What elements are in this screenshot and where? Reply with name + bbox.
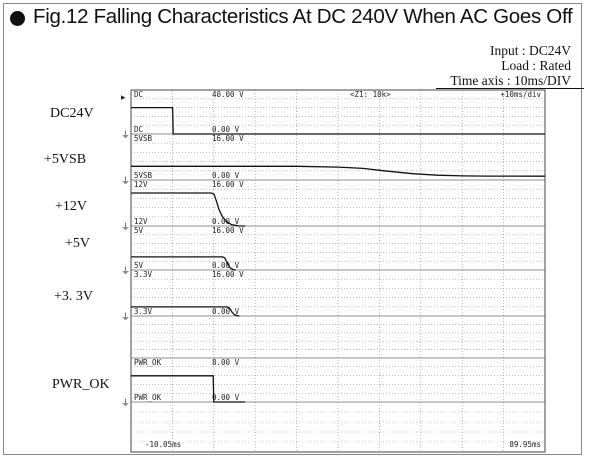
scope-header-timebase: +10ms/div (500, 90, 541, 99)
channel-full-scale-label: 8.00 V (212, 358, 240, 367)
channel-zero-tag: 5V (134, 261, 144, 270)
channel-zero-label: 0.00 V (212, 171, 240, 180)
condition-load: Load : Rated (501, 58, 571, 73)
condition-time-axis: Time axis : 10ms/DIV (450, 73, 571, 88)
scope-header-zoom: <Z1: 10k> (350, 90, 391, 99)
channel-zero-tag: 3.3V (134, 307, 153, 316)
channel-zero-tag: 12V (134, 217, 148, 226)
channel-full-scale-label: 16.00 V (212, 134, 244, 143)
channel-tag: 5V (134, 226, 144, 235)
figure-frame (3, 3, 582, 455)
trace-line (131, 306, 240, 317)
figure-title: Fig.12 Falling Characteristics At DC 240… (33, 5, 573, 28)
channel-zero-label: 0.00 V (212, 393, 240, 402)
ground-marker-icon: ⏚ (121, 398, 130, 409)
trace-line (131, 192, 246, 227)
channel-full-scale-label: 40.00 V (212, 90, 244, 99)
channel-full-scale-label: 16.00 V (212, 226, 244, 235)
ground-marker-icon: ⏚ (121, 222, 130, 233)
channel-zero-tag: PWR_OK (134, 393, 162, 402)
signal-label-5v: +5V (65, 236, 91, 251)
signal-label-pwr-ok: PWR_OK (52, 377, 110, 392)
condition-input: Input : DC24V (490, 43, 571, 58)
channel-full-scale-label: 16.00 V (212, 270, 244, 279)
channel-tag: 12V (134, 180, 148, 189)
channel-tag: 5VSB (134, 134, 153, 143)
channel-zero-label: 0.00 V (212, 261, 240, 270)
trace-line (131, 165, 546, 177)
channel-tag: PWR_OK (134, 358, 162, 367)
trace-line (131, 375, 246, 403)
ground-marker-icon: ⏚ (121, 266, 130, 277)
bullet-icon (10, 11, 25, 26)
signal-label-12v: +12V (55, 199, 88, 214)
channel-tag: 3.3V (134, 270, 153, 279)
trigger-marker-icon: ▸ (121, 93, 126, 103)
time-axis-start-label: -10.05ms (145, 440, 181, 449)
ground-marker-icon: ⏚ (121, 312, 130, 323)
channel-full-scale-label: 16.00 V (212, 180, 244, 189)
time-axis-end-label: 89.95ms (509, 440, 541, 449)
conditions-underline (436, 88, 584, 89)
channel-tag: DC (134, 90, 143, 99)
ground-marker-icon: ⏚ (121, 176, 130, 187)
signal-label-5vsb: +5VSB (44, 152, 87, 167)
channel-zero-label: 0.00 V (212, 307, 240, 316)
trace-line (131, 256, 236, 271)
channel-zero-label: 0.00 V (212, 125, 240, 134)
signal-label-3v3: +3. 3V (54, 289, 94, 304)
signal-label-dc24v: DC24V (50, 106, 94, 121)
ground-marker-icon: ⏚ (121, 130, 130, 141)
channel-zero-tag: 5VSB (134, 171, 153, 180)
channel-zero-tag: DC (134, 125, 143, 134)
trace-line (131, 106, 545, 135)
